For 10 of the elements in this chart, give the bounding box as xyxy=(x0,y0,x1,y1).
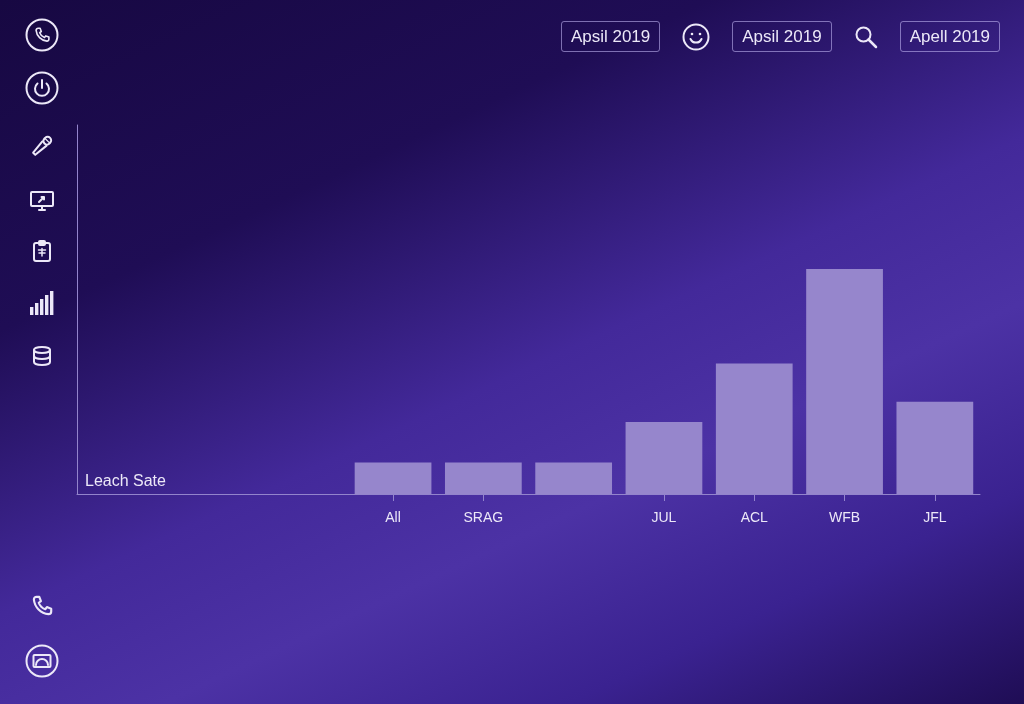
date-button: Apsil 2019 xyxy=(732,21,832,52)
x-tick-label: All xyxy=(385,509,401,525)
date-button: Apsil 2019 xyxy=(560,21,661,52)
x-tick-label: JUL xyxy=(651,509,677,525)
date-button: Apell 2019 xyxy=(899,21,1000,52)
x-tick-label: SRAG xyxy=(463,509,504,525)
x-tick-label: WFB xyxy=(829,509,861,525)
x-tick-label: JFL xyxy=(923,509,947,525)
annotation: Leach Sate xyxy=(85,471,167,489)
x-tick-label: ACL xyxy=(740,509,769,525)
